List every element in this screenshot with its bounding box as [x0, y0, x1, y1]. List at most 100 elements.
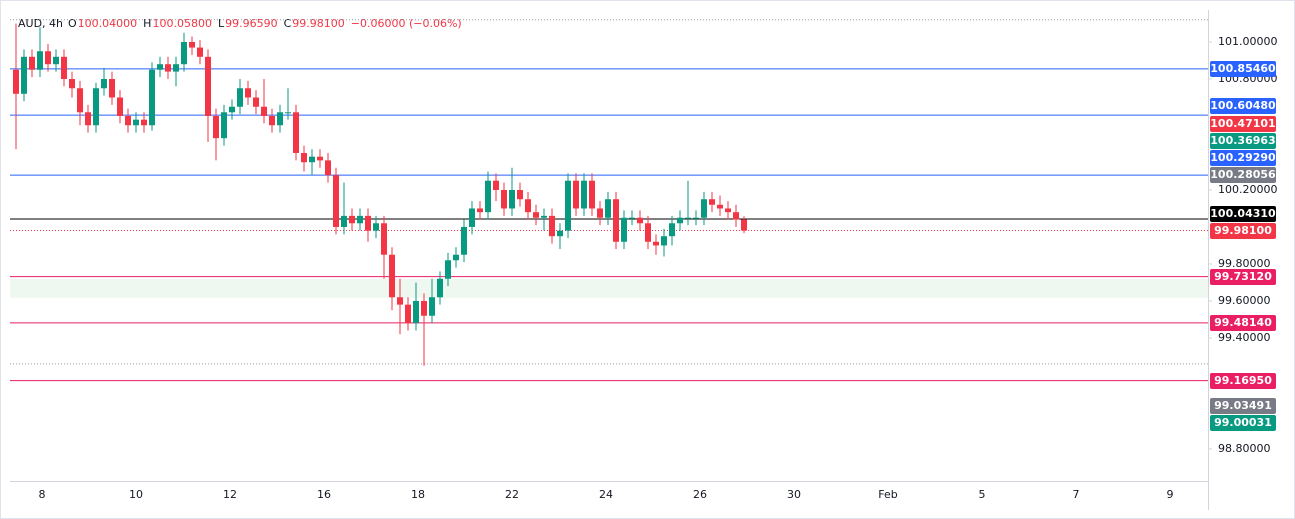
price-label-box [1210, 269, 1276, 285]
candle-body [77, 88, 83, 113]
candle-body [445, 260, 451, 279]
ohlc-value: 99.96590 [225, 17, 278, 30]
x-tick-label: 16 [317, 488, 331, 501]
candle-body [325, 160, 331, 176]
candle-body [133, 119, 139, 126]
candle-body [565, 180, 571, 231]
candle-body [397, 297, 403, 305]
price-label-box [1210, 167, 1276, 183]
price-label: 99.03491 [1214, 399, 1272, 412]
candle-body [237, 88, 243, 107]
ohlc-key: O [68, 17, 77, 30]
candle-body [37, 51, 43, 70]
price-label: 99.00031 [1214, 416, 1272, 429]
candle-body [21, 56, 27, 94]
candle-body [661, 236, 667, 246]
candle-body [301, 152, 307, 163]
y-tick-label: 98.80000 [1218, 442, 1271, 455]
candle-body [405, 304, 411, 324]
candle-body [645, 223, 651, 242]
candle-body [357, 215, 363, 224]
candle-body [277, 112, 283, 126]
candle-body [221, 112, 227, 139]
candle-body [717, 204, 723, 209]
candle-body [725, 208, 731, 213]
candle-body [685, 217, 691, 219]
price-label-box [1210, 98, 1276, 114]
candle-body [317, 156, 323, 161]
x-tick-label: 18 [411, 488, 425, 501]
price-label-box [1210, 415, 1276, 431]
price-label-box [1210, 150, 1276, 166]
price-label: 100.47101 [1210, 117, 1275, 130]
candle-body [605, 199, 611, 218]
price-label: 99.16950 [1214, 374, 1272, 387]
candle-body [253, 97, 259, 107]
symbol: AUD, 4h [18, 17, 63, 30]
candle-body [389, 254, 395, 298]
price-label: 99.48140 [1214, 316, 1272, 329]
price-label-box [1210, 223, 1276, 239]
candle-body [165, 64, 171, 72]
price-label: 100.85460 [1210, 62, 1276, 75]
candle-body [229, 106, 235, 113]
change: −0.06000 (−0.06%) [351, 17, 462, 30]
candle-body [13, 69, 19, 94]
candle-body [101, 78, 107, 89]
candle-body [637, 217, 643, 224]
candle-body [45, 51, 51, 65]
candle-body [541, 215, 547, 218]
candle-body [469, 208, 475, 227]
candle-body [621, 217, 627, 242]
price-label: 99.98100 [1214, 224, 1272, 237]
x-tick-label: 10 [129, 488, 143, 501]
candle-body [197, 47, 203, 57]
y-tick-label: 100.20000 [1218, 183, 1278, 196]
x-tick-label: Feb [878, 488, 897, 501]
x-tick-label: 12 [223, 488, 237, 501]
ohlc-value: 100.05800 [152, 17, 212, 30]
candle-body [285, 112, 291, 114]
price-label: 100.60480 [1210, 99, 1276, 112]
price-label: 100.36963 [1210, 134, 1275, 147]
candle-body [693, 217, 699, 219]
x-tick-label: 26 [693, 488, 707, 501]
candle-body [517, 189, 523, 200]
price-label-box [1210, 373, 1276, 389]
candle-body [557, 230, 563, 237]
candle-body [485, 180, 491, 213]
x-tick-label: 24 [599, 488, 613, 501]
candle-body [677, 217, 683, 224]
candle-body [141, 119, 147, 126]
price-label: 100.28056 [1210, 168, 1276, 181]
x-tick-label: 8 [39, 488, 46, 501]
candle-body [509, 189, 515, 209]
price-label: 100.29290 [1210, 151, 1276, 164]
candle-body [189, 41, 195, 48]
candle-body [173, 64, 179, 72]
x-tick-label: 7 [1073, 488, 1080, 501]
price-label: 99.73120 [1214, 270, 1272, 283]
candle-body [429, 297, 435, 316]
price-label-box [1210, 398, 1276, 414]
candle-body [525, 199, 531, 213]
candle-body [733, 212, 739, 220]
price-label-box [1210, 133, 1276, 149]
candle-body [157, 64, 163, 70]
candle-body [453, 254, 459, 261]
candle-body [421, 300, 427, 316]
candle-body [213, 115, 219, 139]
candle-body [477, 208, 483, 213]
x-tick-label: 22 [505, 488, 519, 501]
y-tick-label: 99.40000 [1218, 331, 1271, 344]
candle-body [581, 180, 587, 209]
candle-body [93, 88, 99, 126]
ohlc-value: 99.98100 [292, 17, 345, 30]
candle-body [381, 223, 387, 255]
price-label-box [1210, 315, 1276, 331]
candle-body [461, 226, 467, 255]
candle-body [629, 217, 635, 219]
candle-body [109, 78, 115, 98]
price-label-box [1210, 61, 1276, 77]
